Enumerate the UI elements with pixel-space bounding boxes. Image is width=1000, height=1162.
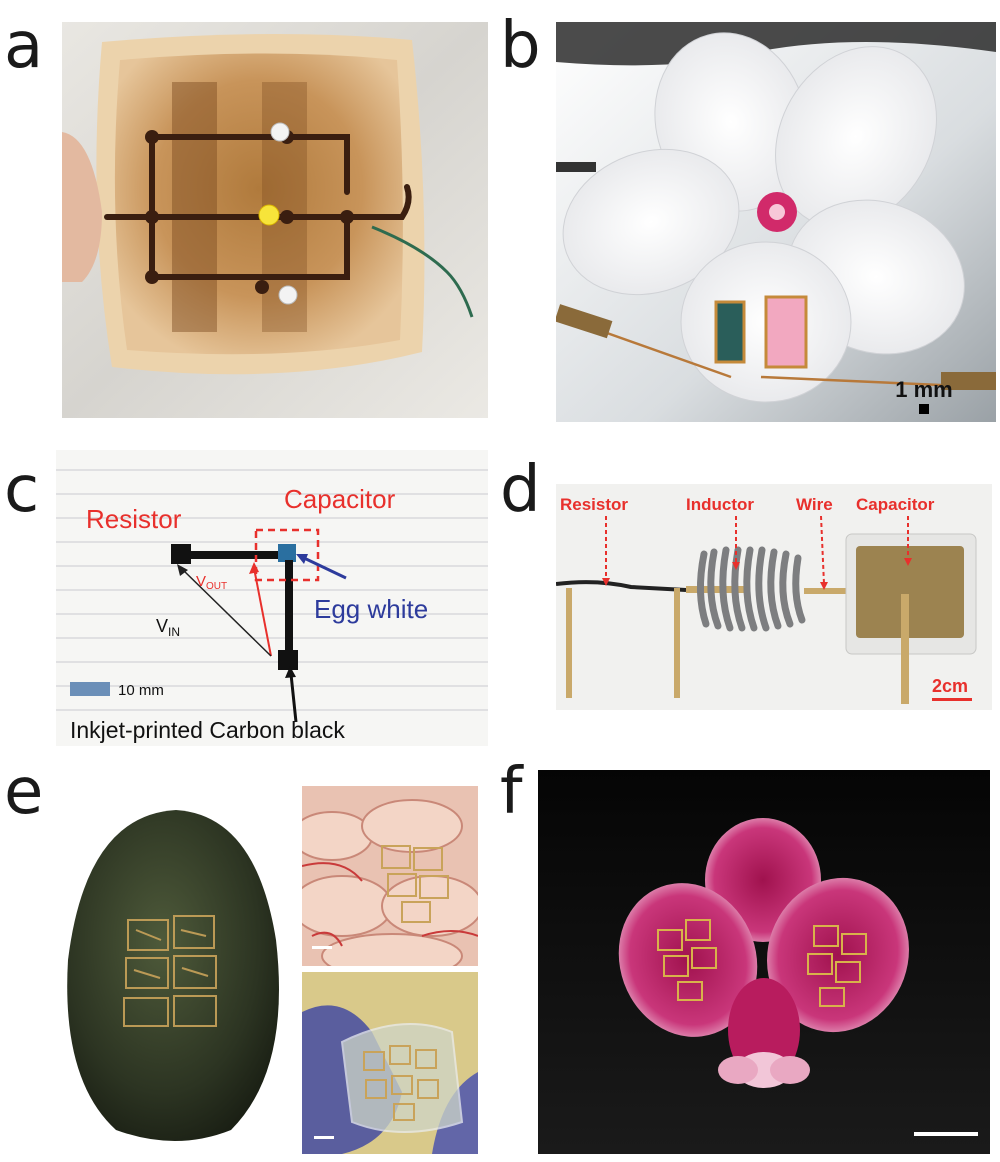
panel-letter-c: c [4,453,40,527]
panel-letter-b: b [500,9,541,83]
photo-paper-circuit: Capacitor Resistor VOUT VIN Egg white 10… [56,450,488,746]
vin-label: VIN [156,616,180,639]
vout-label: VOUT [196,573,227,592]
photo-orchid-circuit [538,770,990,1154]
scale-label-b: 1 mm [895,377,952,402]
inductor-label-d: Inductor [686,495,754,514]
caption-carbon-black: Inkjet-printed Carbon black [70,717,345,743]
panel-letter-e: e [4,755,44,829]
photo-component-strip: Resistor Inductor Wire Capacitor 2cm [556,484,992,710]
capacitor-label-c: Capacitor [284,484,396,514]
photo-flower-circuit: 1 mm [556,22,996,422]
scale-label-d: 2cm [932,676,968,696]
panel-letter-d: d [500,453,541,527]
wire-label-d: Wire [796,495,833,514]
resistor-label-d: Resistor [560,495,628,514]
capacitor-label-d: Capacitor [856,495,935,514]
photo-toast-circuit [62,22,488,418]
scale-label-c: 10 mm [118,682,164,699]
egg-white-label: Egg white [314,594,428,624]
panel-letter-f: f [500,755,523,829]
panel-letter-a: a [4,9,44,83]
photo-avocado-circuit [56,790,296,1154]
photo-glove-circuit [302,972,478,1154]
photo-brain-circuit [302,786,478,966]
resistor-label-c: Resistor [86,504,182,534]
